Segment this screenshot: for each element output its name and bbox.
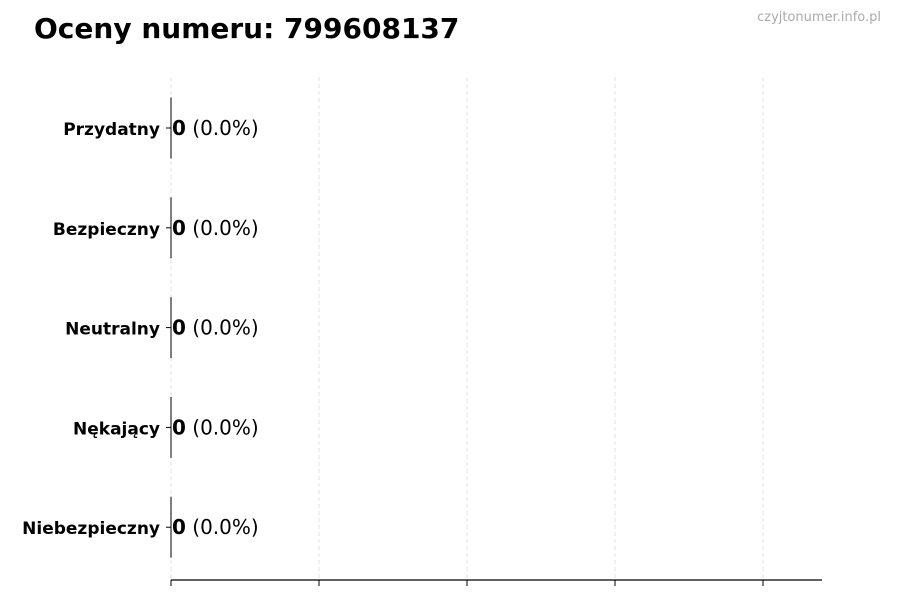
data-label: 0 (0.0%) <box>172 515 259 539</box>
data-label-count: 0 <box>172 116 186 140</box>
data-label: 0 (0.0%) <box>172 216 259 240</box>
data-label-percent: (0.0%) <box>192 415 258 439</box>
category-label: Przydatny <box>63 120 160 140</box>
data-label-percent: (0.0%) <box>192 216 258 240</box>
category-label: Niebezpieczny <box>22 519 160 539</box>
data-label: 0 (0.0%) <box>172 415 259 439</box>
data-label-count: 0 <box>172 216 186 240</box>
chart-title: Oceny numeru: 799608137 <box>34 12 460 45</box>
data-label-percent: (0.0%) <box>192 316 258 340</box>
data-label: 0 (0.0%) <box>172 116 259 140</box>
data-label-count: 0 <box>172 316 186 340</box>
data-label-percent: (0.0%) <box>192 116 258 140</box>
data-label-percent: (0.0%) <box>192 515 258 539</box>
category-label: Bezpieczny <box>53 220 160 240</box>
data-label-count: 0 <box>172 415 186 439</box>
category-label: Nękający <box>73 419 160 439</box>
watermark: czyjtonumer.info.pl <box>757 10 881 25</box>
data-label: 0 (0.0%) <box>172 316 259 340</box>
data-label-count: 0 <box>172 515 186 539</box>
category-label: Neutralny <box>65 320 160 340</box>
